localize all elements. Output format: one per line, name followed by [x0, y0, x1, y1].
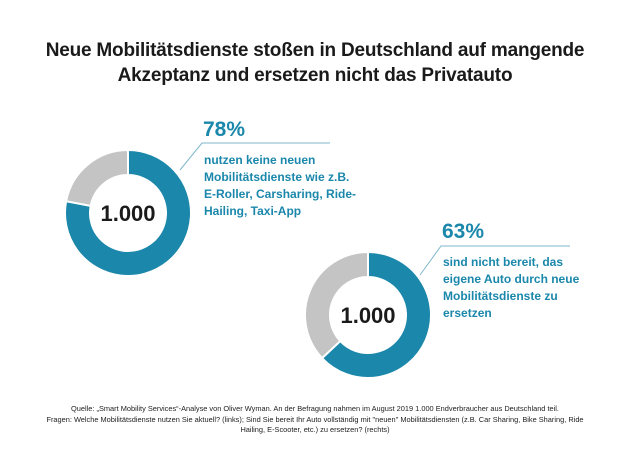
callout-text-right: sind nicht bereit, das eigene Auto durch… [443, 254, 579, 322]
callout-text-line: nutzen keine neuen [204, 153, 316, 167]
donut-center-label: 1.000 [100, 201, 155, 226]
donut-slice-remainder [64, 148, 129, 208]
title-line-2: Akzeptanz und ersetzen nicht das Privata… [117, 65, 513, 86]
callout-text-line: Hailing, Taxi-App [204, 204, 302, 218]
footnote-line-2: Fragen: Welche Mobilitätsdienste nutzen … [46, 414, 584, 424]
donut-chart-left: 1.000 [64, 148, 192, 277]
callout-leader-line-right [419, 245, 570, 276]
callout-leader-line-left [179, 142, 330, 171]
footnote-line-3: Hailing, E-Scooter, etc.) zu ersetzen? (… [240, 425, 390, 434]
callout-text-line: E-Roller, Carsharing, Ride- [204, 187, 357, 201]
footnote-line-1: Quelle: „Smart Mobility Services“-Analys… [71, 404, 559, 413]
callout-value-right: 63% [442, 220, 485, 243]
callout-text-line: sind nicht bereit, das [443, 255, 564, 269]
callout-text-left: nutzen keine neuen Mobilitätsdienste wie… [204, 152, 356, 220]
title-line-1: Neue Mobilitätsdienste stoßen in Deutsch… [45, 40, 585, 61]
callout-text-line: Mobilitätsdienste wie z.B. [204, 170, 350, 184]
callout-text-line: ersetzen [443, 306, 492, 320]
callout-text-line: Mobilitätsdienste zu [443, 289, 558, 303]
source-footnote: Quelle: „Smart Mobility Services“-Analys… [0, 404, 630, 436]
callout-text-line: eigene Auto durch neue [443, 272, 580, 286]
donut-chart-right: 1.000 [304, 250, 432, 379]
callout-value-left: 78% [203, 118, 246, 141]
donut-slice-remainder [304, 250, 369, 360]
donut-center-label: 1.000 [340, 303, 395, 328]
chart-title: Neue Mobilitätsdienste stoßen in Deutsch… [0, 38, 630, 88]
donut-slice-highlight [320, 250, 432, 379]
donut-slice-highlight [64, 148, 192, 277]
